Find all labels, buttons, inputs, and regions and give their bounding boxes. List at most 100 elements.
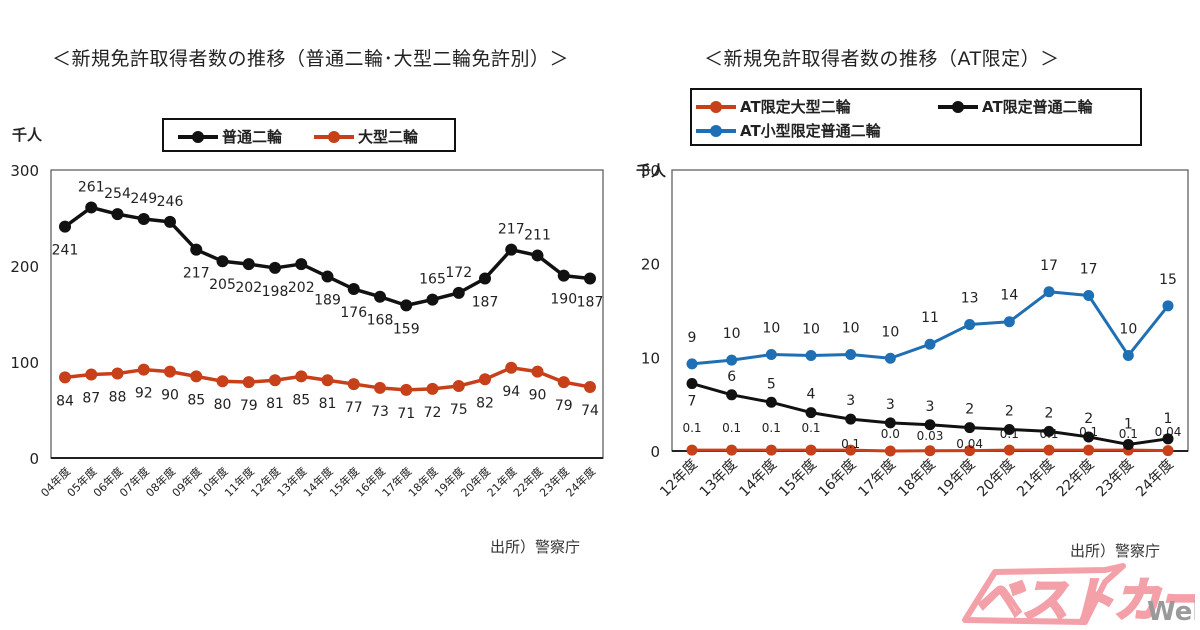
data-label: 87	[82, 390, 100, 406]
data-label: 15	[1159, 272, 1177, 288]
data-point	[924, 338, 936, 350]
data-label: 90	[529, 388, 547, 404]
data-point	[1003, 316, 1015, 328]
data-point	[531, 365, 544, 378]
data-label: 2	[1084, 411, 1093, 427]
legend-swatch-at-futsu	[938, 100, 978, 113]
data-label: 7	[688, 394, 697, 410]
data-point	[216, 255, 229, 268]
data-point	[964, 319, 976, 331]
data-point	[452, 286, 465, 299]
data-point	[164, 215, 176, 228]
data-point	[964, 422, 976, 434]
data-label: 159	[393, 321, 420, 337]
data-label: 165	[419, 272, 446, 288]
x-tick-label: 14年度	[736, 457, 780, 501]
data-label: 85	[187, 392, 205, 408]
data-label: 80	[214, 397, 232, 413]
data-point	[845, 413, 857, 425]
data-label: 92	[135, 386, 153, 402]
legend-item-futsu: 普通二輪	[178, 126, 282, 147]
data-label: 217	[183, 266, 210, 282]
legend-label: 普通二輪	[222, 128, 283, 146]
data-point	[964, 445, 976, 457]
data-label: 79	[240, 398, 258, 414]
data-label: 0.1	[682, 421, 701, 435]
data-label: 198	[262, 284, 289, 300]
chart-0: 010020030004年度05年度06年度07年度08年度09年度10年度11…	[10, 162, 604, 500]
data-label: 10	[802, 321, 820, 337]
data-point	[765, 396, 777, 408]
data-point	[347, 378, 360, 391]
data-point	[1083, 431, 1095, 443]
data-point	[584, 380, 596, 393]
logo-katakana: ベストカー	[962, 563, 1200, 629]
legend-item-ogata: 大型二輪	[314, 126, 418, 147]
data-label: 0.04	[956, 437, 983, 451]
data-point	[374, 381, 386, 394]
data-point	[85, 201, 98, 214]
data-label: 1	[1124, 416, 1133, 432]
data-label: 13	[961, 291, 979, 307]
data-label: 0.04	[1155, 425, 1182, 439]
data-point	[884, 445, 896, 457]
right-source-note: 出所）警察庁	[1070, 542, 1161, 560]
bestcar-web-logo: ベストカー Web	[955, 562, 1200, 629]
data-point	[1043, 444, 1055, 456]
data-label: 10	[842, 321, 860, 337]
data-label: 81	[319, 396, 337, 412]
data-label: 3	[846, 393, 855, 409]
y-tick-label: 0	[650, 443, 660, 461]
x-tick-label: 22年度	[1054, 457, 1098, 501]
data-label: 0.1	[762, 421, 781, 435]
data-label: 77	[345, 400, 363, 416]
legend-label: AT限定大型二輪	[740, 98, 851, 116]
data-label: 249	[130, 191, 157, 207]
data-label: 246	[157, 194, 184, 210]
data-point	[426, 293, 439, 306]
data-label: 6	[727, 369, 736, 385]
legend-item-at-futsu: AT限定普通二輪	[938, 96, 1093, 117]
data-point	[1122, 438, 1134, 450]
data-point	[686, 444, 698, 456]
data-point	[884, 417, 896, 429]
data-label: 10	[762, 321, 780, 337]
data-point	[190, 370, 203, 383]
x-tick-label: 19年度	[935, 457, 979, 501]
data-label: 0.03	[917, 429, 944, 443]
y-tick-label: 30	[641, 162, 660, 180]
data-label: 90	[161, 388, 179, 404]
data-point	[59, 371, 71, 384]
data-point	[1122, 349, 1134, 361]
data-label: 3	[886, 397, 895, 413]
data-point	[164, 365, 176, 378]
data-point	[400, 299, 413, 312]
data-point	[374, 290, 386, 303]
right-legend: AT限定大型二輪 AT限定普通二輪 AT小型限定普通二輪	[690, 88, 1142, 146]
data-point	[765, 444, 777, 456]
data-point	[190, 243, 203, 256]
legend-item-at-kogata: AT小型限定普通二輪	[696, 120, 881, 141]
data-label: 73	[371, 404, 389, 420]
data-label: 0.1	[1119, 427, 1138, 441]
data-label: 81	[266, 396, 284, 412]
data-label: 10	[1119, 321, 1137, 337]
data-point	[1162, 433, 1174, 445]
x-tick-label: 21年度	[1014, 457, 1058, 501]
y-tick-label: 100	[10, 354, 39, 372]
data-label: 261	[78, 179, 105, 195]
logo-main-text: ベストカー	[975, 573, 1195, 626]
data-label: 2	[965, 402, 974, 418]
data-point	[726, 389, 738, 401]
data-label: 190	[550, 292, 577, 308]
data-point	[805, 349, 817, 361]
data-point	[269, 261, 281, 274]
data-point	[400, 383, 413, 396]
data-point	[479, 272, 491, 285]
data-point	[884, 352, 896, 364]
data-label: 211	[524, 227, 551, 243]
data-point	[505, 361, 518, 374]
data-label: 17	[1040, 258, 1058, 274]
x-tick-label: 18年度	[895, 457, 939, 501]
